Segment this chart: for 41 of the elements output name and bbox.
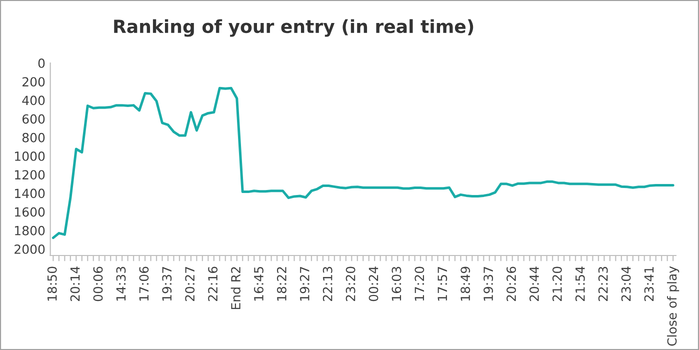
y-tick-label: 1200 xyxy=(15,170,45,180)
line-series xyxy=(52,86,674,240)
x-tick-label: Close of play xyxy=(667,266,680,346)
x-tick-label: 21:54 xyxy=(575,266,585,302)
x-tick-label: 20:14 xyxy=(70,266,80,302)
x-tick-label: 19:27 xyxy=(300,266,310,301)
y-tick-label: 1600 xyxy=(15,207,45,217)
x-tick-label: 21:20 xyxy=(552,266,562,302)
x-tick-label: 17:57 xyxy=(438,266,448,301)
x-tick-label: 00:24 xyxy=(368,266,378,302)
x-tick-label: 18:49 xyxy=(460,266,470,301)
y-tick-label: 400 xyxy=(22,96,45,106)
y-tick-label: 600 xyxy=(22,114,45,124)
y-tick-label: 1800 xyxy=(15,226,45,236)
x-tick-label: 16:03 xyxy=(392,266,402,301)
x-tick-label: 17:20 xyxy=(414,266,424,301)
x-tick-label: 20:27 xyxy=(185,266,195,302)
x-tick-label: 23:20 xyxy=(346,266,356,302)
y-tick-label: 800 xyxy=(22,132,45,142)
y-tick-label: 1000 xyxy=(15,151,45,161)
y-tick-label: 2000 xyxy=(14,244,45,254)
x-tick-label: 22:23 xyxy=(598,266,608,302)
x-tick-label: 20:26 xyxy=(506,266,516,302)
x-tick-label: 20:44 xyxy=(529,266,539,302)
x-tick-label: 00:06 xyxy=(93,266,103,302)
x-tick-label: 14:33 xyxy=(116,266,126,301)
x-tick-label: 23:41 xyxy=(644,267,654,302)
y-tick-label: 200 xyxy=(22,77,45,87)
x-tick-label: 22:16 xyxy=(208,266,218,302)
x-tick-label: 23:04 xyxy=(621,266,631,302)
x-tick-label: 18:22 xyxy=(276,267,286,301)
y-tick-label: 0 xyxy=(38,58,45,68)
x-tick-label: 19:37 xyxy=(162,266,172,301)
x-tick-label: End R2 xyxy=(230,267,240,310)
chart-title: Ranking of your entry (in real time) xyxy=(114,19,474,37)
x-tick-label: 22:13 xyxy=(322,266,332,302)
x-tick-label: 17:06 xyxy=(139,266,149,301)
x-tick-label: 18:50 xyxy=(47,266,57,301)
x-tick-label: 16:45 xyxy=(254,267,264,301)
y-tick-label: 1400 xyxy=(15,188,45,198)
x-tick-label: 19:37 xyxy=(484,266,494,301)
